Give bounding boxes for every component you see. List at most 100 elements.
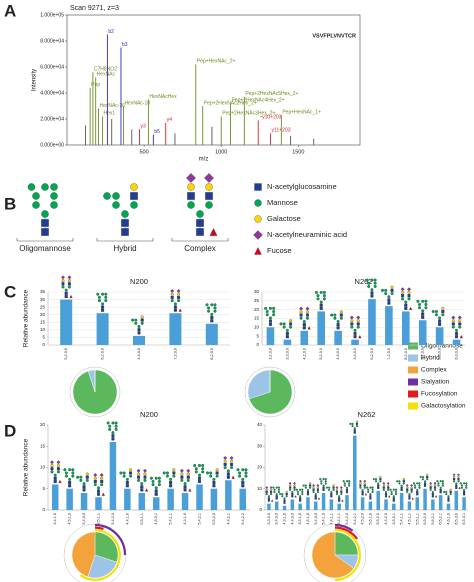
glycan-circle — [125, 477, 129, 481]
glycan-diamond — [186, 173, 196, 183]
y-tick-label: 30 — [254, 289, 260, 294]
peak-label: b3 — [122, 42, 128, 48]
glycan-circle — [402, 482, 405, 485]
glycan-circle — [363, 482, 366, 485]
glycan-circle — [394, 492, 398, 496]
bar — [167, 488, 174, 510]
glycan-square — [97, 489, 100, 493]
panel-label: D — [4, 421, 16, 440]
glycan-circle — [277, 486, 280, 489]
glycan-triangle — [188, 488, 192, 492]
glycan-square — [93, 479, 97, 483]
x-tick-label: 4,5,1,1 — [407, 513, 411, 525]
glycan-square — [101, 308, 105, 312]
glycan-diamond — [288, 481, 292, 485]
glycan-circle — [93, 476, 97, 480]
x-tick-label: 7,2,0,0 — [387, 348, 391, 360]
x-tick-label: 5,4,1,1 — [400, 513, 404, 525]
glycan-circle — [335, 488, 339, 491]
glycan-square — [377, 484, 380, 487]
glycan-circle — [367, 281, 371, 285]
glycan-circle — [194, 470, 198, 474]
glycan-square — [416, 493, 419, 496]
chart-title: N262 — [355, 277, 373, 286]
glycan-circle — [316, 490, 320, 494]
legend-swatch — [408, 390, 418, 398]
x-tick-label: 6,3,0,0 — [455, 348, 459, 360]
bar — [321, 493, 326, 510]
glycan-circle — [101, 292, 105, 296]
glycan-square — [97, 492, 100, 496]
glycan-circle — [306, 488, 310, 491]
glycan-circle — [170, 292, 174, 296]
y-axis-label: Relative abundance — [23, 289, 30, 347]
glycan-square — [299, 313, 303, 317]
glycan-diamond — [99, 473, 104, 478]
glycan-circle — [61, 279, 65, 283]
glycan-circle — [85, 478, 89, 482]
glycan-circle — [418, 486, 421, 489]
group-label: Oligomannose — [19, 244, 71, 253]
glycan-circle — [265, 488, 268, 491]
glycan-circle — [407, 297, 411, 301]
glycan-circle — [322, 478, 325, 481]
bar — [80, 493, 88, 510]
glycan-circle — [281, 492, 284, 496]
x-tick-label: 8,2,0,0 — [210, 348, 214, 360]
glycan-square — [299, 499, 302, 502]
glycan-circle — [301, 488, 304, 491]
chart-title: N200 — [130, 277, 148, 286]
glycan-square — [68, 484, 72, 488]
glycan-circle — [369, 493, 372, 496]
glycan-circle — [359, 482, 362, 485]
glycan-circle — [342, 480, 345, 483]
glycan-circle — [314, 290, 318, 294]
glycan-circle — [41, 210, 49, 218]
glycan-square — [387, 486, 390, 489]
glycan-circle — [402, 478, 405, 481]
glycan-square — [356, 322, 360, 326]
glycan-circle — [451, 319, 455, 323]
legend-swatch — [408, 342, 418, 350]
glycan-circle — [348, 482, 351, 485]
glycan-square — [82, 485, 86, 489]
glycan-circle — [406, 486, 409, 489]
glycan-circle — [459, 482, 462, 485]
glycan-circle — [356, 325, 360, 329]
glycan-square — [319, 306, 323, 310]
glycan-circle — [453, 480, 456, 483]
peak-label: HexNAcHex — [149, 94, 177, 100]
glycan-circle — [320, 482, 323, 485]
glycan-square — [322, 486, 325, 489]
x-tick-label: 4,3,1,0 — [283, 513, 287, 525]
glycan-square — [226, 472, 230, 476]
glycan-circle — [438, 316, 442, 320]
x-tick-label: 5,4,2,0 — [111, 513, 115, 525]
glycan-circle — [377, 482, 380, 485]
pie-slice — [87, 554, 118, 579]
glycan-square — [335, 490, 339, 493]
glycan-circle — [64, 474, 68, 478]
glycan-circle — [103, 192, 111, 200]
glycan-circle — [236, 468, 240, 472]
x-tick-label: 6,5,3,0 — [454, 513, 458, 525]
glycan-diamond — [299, 306, 304, 311]
peak-label: b5 — [154, 129, 160, 135]
glycan-square — [312, 488, 315, 491]
glycan-triangle — [271, 499, 274, 502]
glycan-diamond — [93, 473, 98, 478]
glycan-circle — [131, 318, 135, 322]
y-tick-label: 0.000e+00 — [40, 142, 64, 148]
glycan-circle — [143, 478, 147, 482]
glycan-circle — [371, 488, 374, 491]
glycan-circle — [453, 475, 456, 479]
glycan-diamond — [223, 456, 228, 461]
glycan-circle — [285, 495, 288, 498]
glycan-circle — [340, 492, 343, 496]
glycan-square — [285, 332, 289, 335]
glycan-circle — [424, 306, 428, 310]
glycan-square — [56, 467, 60, 471]
glycan-square — [270, 490, 273, 493]
y-tick-label: 30 — [257, 443, 263, 448]
